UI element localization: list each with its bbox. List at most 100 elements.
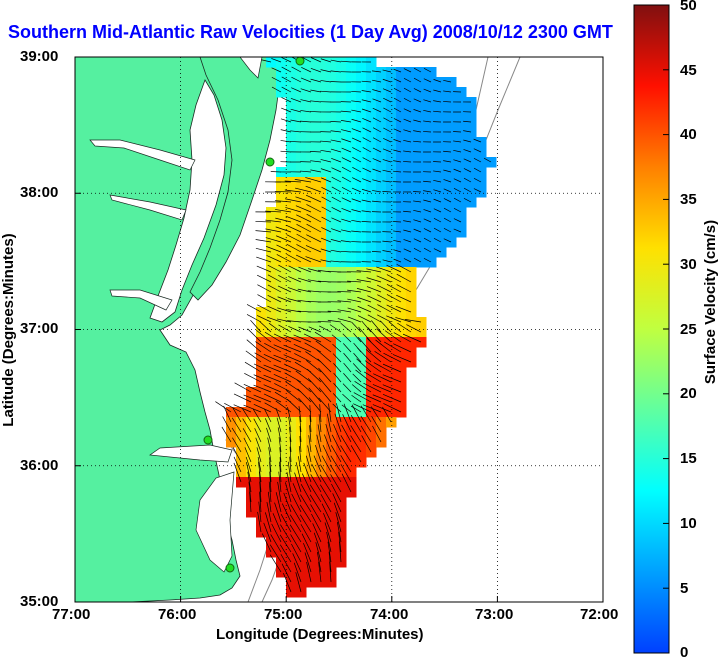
velocity-cell (256, 427, 267, 438)
velocity-vector (308, 435, 312, 453)
velocity-vector (244, 361, 262, 373)
velocity-cell (386, 377, 397, 388)
velocity-cell (366, 247, 377, 258)
velocity-cell (406, 227, 417, 238)
velocity-cell (346, 217, 357, 228)
velocity-vector (313, 455, 322, 473)
velocity-vector (396, 294, 412, 303)
velocity-vector (234, 382, 252, 393)
velocity-vector (331, 196, 342, 203)
velocity-cell (466, 97, 477, 108)
velocity-cell (296, 427, 307, 438)
velocity-vector (370, 406, 382, 423)
velocity-vector (318, 377, 332, 393)
velocity-cell (366, 347, 377, 358)
radar-station-marker (225, 563, 235, 573)
velocity-vector (264, 408, 272, 423)
velocity-cell (306, 567, 317, 578)
velocity-cell (296, 357, 307, 368)
velocity-vector (361, 99, 372, 103)
velocity-cell (466, 197, 477, 208)
velocity-cell (296, 177, 307, 188)
velocity-vector (254, 352, 272, 363)
velocity-vector (281, 563, 292, 583)
velocity-vector (331, 483, 342, 503)
velocity-cell (306, 467, 317, 478)
velocity-cell (336, 507, 347, 518)
velocity-cell (416, 237, 427, 248)
velocity-vector (308, 326, 322, 333)
velocity-vector (276, 417, 282, 433)
velocity-vector (350, 425, 362, 443)
lon-tick-label: 75:00 (264, 606, 303, 623)
velocity-cell (266, 307, 277, 318)
velocity-cell (416, 67, 427, 78)
velocity-cell (376, 127, 387, 138)
velocity-vector (310, 474, 322, 493)
velocity-cell (416, 187, 427, 198)
velocity-cell (316, 147, 327, 158)
velocity-cell (286, 297, 297, 308)
velocity-vector (259, 321, 272, 333)
velocity-cell (386, 197, 397, 208)
velocity-vector (330, 59, 342, 63)
velocity-cell (426, 127, 437, 138)
velocity-vector (333, 362, 342, 373)
velocity-cell (316, 557, 327, 568)
velocity-cell (326, 427, 337, 438)
velocity-cell (316, 267, 327, 278)
velocity-cell (276, 227, 287, 238)
velocity-vector (283, 354, 302, 363)
velocity-vector (413, 248, 422, 253)
velocity-cell (236, 457, 247, 468)
velocity-vector (453, 197, 462, 203)
velocity-cell (356, 187, 367, 198)
velocity-vector (386, 274, 402, 283)
velocity-cell (286, 377, 297, 388)
delaware-bay (239, 57, 263, 79)
velocity-cell (306, 537, 317, 548)
velocity-cell (456, 197, 467, 208)
velocity-vector (403, 150, 412, 153)
velocity-cell (306, 447, 317, 458)
velocity-cell (286, 487, 297, 498)
velocity-vector (256, 315, 272, 323)
velocity-vector (341, 197, 352, 203)
velocity-vector (291, 66, 302, 73)
velocity-vector (366, 268, 382, 273)
velocity-cell (416, 207, 427, 218)
velocity-cell (326, 517, 337, 528)
velocity-vector (473, 177, 482, 183)
velocity-vector (274, 502, 282, 523)
velocity-cell (266, 287, 277, 298)
velocity-vector (277, 307, 292, 313)
velocity-vector (291, 76, 302, 83)
velocity-cell (336, 287, 347, 298)
velocity-vector (352, 147, 362, 153)
velocity-vector (306, 360, 322, 373)
velocity-cell (296, 247, 307, 258)
velocity-vector (281, 57, 292, 63)
velocity-vector (321, 216, 332, 223)
velocity-cell (386, 277, 397, 288)
velocity-vector (296, 254, 312, 263)
velocity-cell (386, 367, 397, 378)
velocity-cell (336, 67, 347, 78)
velocity-cell (416, 137, 427, 148)
velocity-cell (336, 487, 347, 498)
velocity-vector (253, 363, 272, 373)
velocity-cell (396, 187, 407, 198)
velocity-vector (341, 166, 352, 173)
velocity-cell (416, 117, 427, 128)
velocity-cell (456, 107, 467, 118)
velocity-vector (356, 270, 372, 273)
velocity-vector (281, 97, 292, 103)
velocity-vector (396, 273, 412, 283)
velocity-cell (336, 557, 347, 568)
velocity-cell (276, 447, 287, 458)
velocity-cell (436, 157, 447, 168)
velocity-vector (268, 481, 272, 503)
velocity-vector (463, 198, 472, 203)
velocity-cell (266, 207, 277, 218)
velocity-vector (372, 425, 382, 443)
